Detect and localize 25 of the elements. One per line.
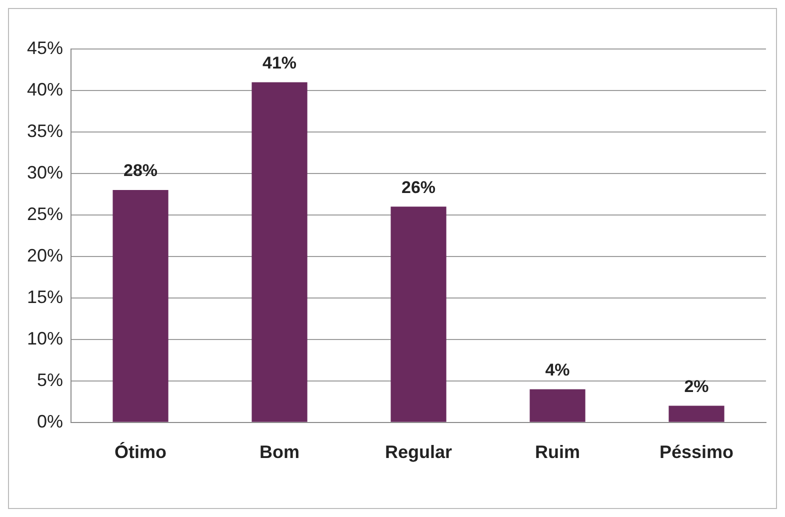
data-label: 4%	[545, 360, 570, 380]
data-label: 2%	[684, 376, 709, 396]
x-tick-label: Ótimo	[114, 442, 167, 462]
bar	[530, 389, 586, 422]
x-tick-label: Bom	[260, 442, 300, 462]
y-tick-label: 30%	[26, 162, 64, 182]
y-tick-label: 20%	[26, 245, 64, 266]
bar	[668, 406, 724, 422]
bar	[252, 82, 308, 422]
y-tick-label: 5%	[37, 370, 64, 390]
bar	[112, 190, 168, 422]
y-tick-label: 10%	[26, 328, 64, 348]
y-tick-label: 25%	[26, 204, 64, 224]
x-tick-label: Regular	[385, 442, 452, 462]
y-tick-label: 0%	[37, 411, 64, 432]
data-label: 41%	[262, 53, 297, 72]
x-tick-label: Ruim	[535, 442, 580, 462]
y-tick-label: 15%	[26, 286, 64, 307]
y-tick-label: 35%	[26, 120, 64, 141]
y-tick-label: 40%	[26, 79, 64, 100]
data-label: 28%	[124, 161, 158, 180]
data-label: 26%	[402, 178, 436, 197]
bar	[390, 206, 446, 422]
y-tick-label: 45%	[26, 38, 64, 58]
x-tick-label: Péssimo	[659, 442, 734, 462]
